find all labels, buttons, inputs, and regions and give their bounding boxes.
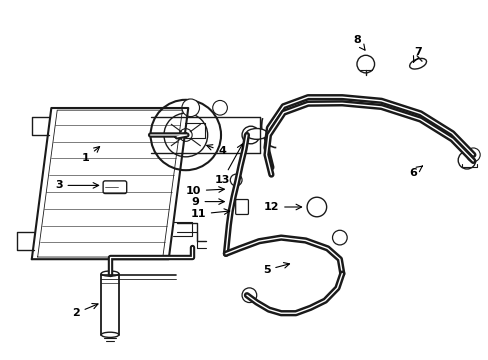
Circle shape [230, 174, 242, 186]
Text: 6: 6 [408, 166, 422, 178]
Circle shape [150, 100, 221, 170]
Circle shape [179, 129, 192, 141]
Ellipse shape [101, 271, 119, 276]
Text: 8: 8 [352, 35, 365, 50]
Text: 10: 10 [185, 186, 224, 196]
Text: 13: 13 [214, 144, 242, 185]
Circle shape [356, 55, 374, 73]
Circle shape [242, 126, 259, 144]
Circle shape [466, 148, 479, 162]
Text: 11: 11 [190, 209, 229, 219]
Circle shape [457, 152, 475, 169]
Circle shape [163, 113, 207, 157]
Text: 2: 2 [72, 303, 98, 318]
Circle shape [332, 230, 346, 245]
Text: 3: 3 [55, 180, 99, 190]
Text: 4: 4 [206, 145, 226, 156]
Circle shape [306, 197, 326, 217]
Circle shape [182, 99, 199, 117]
Text: 1: 1 [81, 147, 100, 163]
Text: 12: 12 [263, 202, 301, 212]
Ellipse shape [245, 129, 267, 139]
Circle shape [242, 288, 256, 302]
Text: 7: 7 [412, 47, 421, 63]
FancyBboxPatch shape [103, 181, 126, 194]
Ellipse shape [101, 332, 119, 337]
Text: 9: 9 [191, 197, 224, 207]
Ellipse shape [409, 58, 426, 69]
FancyBboxPatch shape [235, 199, 248, 215]
Circle shape [212, 100, 227, 115]
Text: 5: 5 [262, 262, 289, 275]
